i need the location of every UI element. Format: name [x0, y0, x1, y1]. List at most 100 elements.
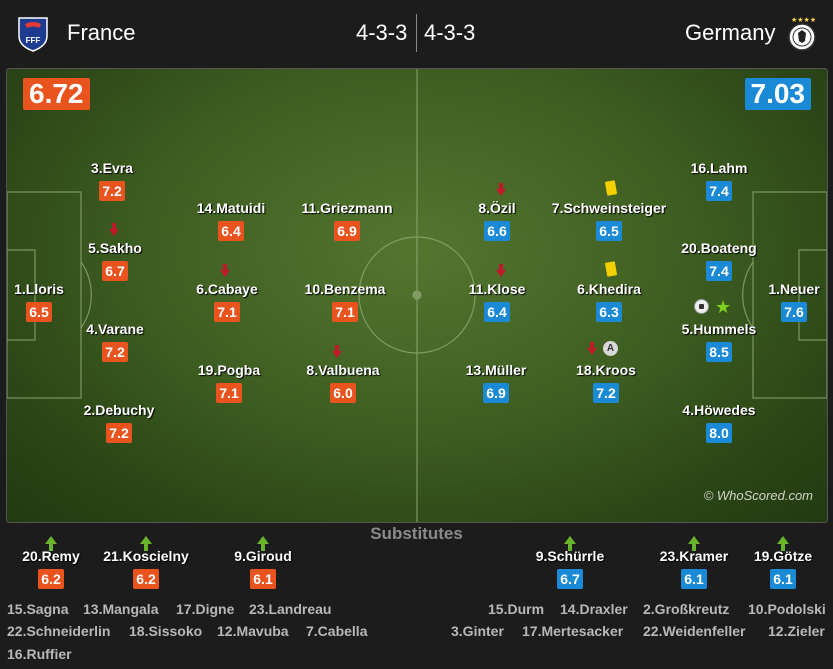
- player-rating: 6.2: [38, 569, 64, 589]
- subbed-on-icon: [76, 531, 216, 551]
- cabaye-icons: [217, 262, 233, 278]
- player-cabaye[interactable]: 6.Cabaye 7.1: [147, 281, 307, 322]
- player-boateng[interactable]: 20.Boateng 7.4: [639, 240, 799, 281]
- home-formation: 4-3-3: [356, 20, 408, 45]
- player-name: 20.Boateng: [681, 240, 757, 256]
- player-benzema[interactable]: 10.Benzema 7.1: [265, 281, 425, 322]
- sub-remy[interactable]: 20.Remy 6.2: [0, 531, 121, 589]
- svg-text:★★★★: ★★★★: [791, 16, 816, 24]
- player-rating: 7.1: [216, 383, 242, 403]
- player-neuer[interactable]: 1.Neuer 7.6: [714, 281, 827, 322]
- player-ozil[interactable]: 8.Özil 6.6: [417, 200, 577, 241]
- player-pogba[interactable]: 19.Pogba 7.1: [149, 362, 309, 403]
- player-rating: 7.2: [99, 181, 125, 201]
- bench-player[interactable]: 12.Zieler: [768, 623, 825, 639]
- subbed-on-icon: [193, 531, 333, 551]
- player-kroos[interactable]: 18.Kroos 7.2: [526, 362, 686, 403]
- sub-kramer[interactable]: 23.Kramer 6.1: [624, 531, 764, 589]
- player-name: 5.Sakho: [88, 240, 142, 256]
- player-rating: 6.0: [330, 383, 356, 403]
- sakho-icons: [106, 221, 122, 237]
- player-valbuena[interactable]: 8.Valbuena 6.0: [263, 362, 423, 403]
- player-matuidi[interactable]: 14.Matuidi 6.4: [151, 200, 311, 241]
- bench-player[interactable]: 17.Digne: [176, 601, 235, 617]
- player-varane[interactable]: 4.Varane 7.2: [35, 321, 195, 362]
- player-name: 11.Griezmann: [301, 200, 393, 216]
- fff-crest-icon: FFF: [15, 14, 51, 52]
- player-name: 6.Cabaye: [196, 281, 258, 297]
- bench-player[interactable]: 22.Schneiderlin: [7, 623, 111, 639]
- player-lahm[interactable]: 16.Lahm 7.4: [639, 160, 799, 201]
- sub-schurrle[interactable]: 9.Schürrle 6.7: [500, 531, 640, 589]
- bench-player[interactable]: 2.Großkreutz: [643, 601, 730, 617]
- player-schweinsteiger[interactable]: 7.Schweinsteiger 6.5: [529, 200, 689, 241]
- player-rating: 6.7: [557, 569, 583, 589]
- valbuena-icons: [329, 343, 345, 359]
- bench-player[interactable]: 3.Ginter: [451, 623, 504, 639]
- svg-text:FFF: FFF: [26, 36, 41, 45]
- player-klose[interactable]: 11.Klose 6.4: [417, 281, 577, 322]
- bench-player[interactable]: 23.Landreau: [249, 601, 332, 617]
- away-team-rating: 7.03: [744, 78, 811, 110]
- player-name: 6.Khedira: [577, 281, 641, 297]
- bench-player[interactable]: 17.Mertesacker: [522, 623, 624, 639]
- player-rating: 6.1: [770, 569, 796, 589]
- player-name: 13.Müller: [465, 362, 527, 378]
- schweinsteiger-icons: [603, 179, 619, 196]
- subbed-off-icon: [496, 183, 506, 197]
- player-name: 3.Evra: [90, 160, 134, 176]
- yellow-card-icon: [604, 180, 618, 196]
- player-muller[interactable]: 13.Müller 6.9: [416, 362, 576, 403]
- bench-player[interactable]: 15.Sagna: [7, 601, 69, 617]
- away-team-name[interactable]: Germany: [685, 20, 776, 45]
- sub-giroud[interactable]: 9.Giroud 6.1: [193, 531, 333, 589]
- bench-player[interactable]: 16.Ruffier: [7, 646, 72, 662]
- subbed-on-icon: [0, 531, 121, 551]
- khedira-icons: [603, 260, 619, 277]
- player-rating: 8.5: [706, 342, 732, 362]
- player-name: 2.Debuchy: [83, 402, 155, 418]
- player-name: 10.Benzema: [304, 281, 386, 297]
- player-griezmann[interactable]: 11.Griezmann 6.9: [267, 200, 427, 241]
- bench-player[interactable]: 10.Podolski: [748, 601, 826, 617]
- player-name: 4.Höwedes: [682, 402, 756, 418]
- player-debuchy[interactable]: 2.Debuchy 7.2: [39, 402, 199, 443]
- player-name: 19.Götze: [753, 548, 813, 564]
- player-lloris[interactable]: 1.Lloris 6.5: [7, 281, 119, 322]
- bench-player[interactable]: 12.Mavuba: [217, 623, 289, 639]
- player-rating: 6.4: [484, 302, 510, 322]
- bench-player[interactable]: 13.Mangala: [83, 601, 159, 617]
- player-name: 16.Lahm: [690, 160, 748, 176]
- player-name: 8.Özil: [478, 200, 516, 216]
- player-hummels[interactable]: 5.Hummels 8.5: [639, 321, 799, 362]
- player-sakho[interactable]: 5.Sakho 6.7: [35, 240, 195, 281]
- bench-player[interactable]: 7.Cabella: [306, 623, 368, 639]
- player-rating: 6.1: [681, 569, 707, 589]
- bench-player[interactable]: 15.Durm: [488, 601, 545, 617]
- sub-koscielny[interactable]: 21.Koscielny 6.2: [76, 531, 216, 589]
- subbed-off-icon: [496, 264, 506, 278]
- player-name: 23.Kramer: [659, 548, 729, 564]
- player-evra[interactable]: 3.Evra 7.2: [32, 160, 192, 201]
- player-name: 8.Valbuena: [306, 362, 380, 378]
- away-formation: 4-3-3: [424, 20, 476, 45]
- player-rating: 7.2: [593, 383, 619, 403]
- bench-player[interactable]: 14.Draxler: [560, 601, 628, 617]
- player-rating: 7.4: [706, 261, 732, 281]
- goal-ball-icon: [694, 299, 709, 315]
- bench-player[interactable]: 22.Weidenfeller: [643, 623, 746, 639]
- bench-player[interactable]: 18.Sissoko: [129, 623, 203, 639]
- player-rating: 6.9: [334, 221, 360, 241]
- yellow-card-icon: [604, 261, 618, 277]
- player-name: 7.Schweinsteiger: [551, 200, 667, 216]
- pitch-markings: [7, 69, 827, 522]
- substitutes-title: Substitutes: [370, 524, 463, 543]
- player-name: 1.Neuer: [768, 281, 820, 297]
- home-team-name[interactable]: France: [67, 20, 136, 45]
- kroos-icons: A: [584, 340, 621, 357]
- player-name: 18.Kroos: [576, 362, 636, 378]
- sub-gotze[interactable]: 19.Götze 6.1: [713, 531, 833, 589]
- player-khedira[interactable]: 6.Khedira 6.3: [529, 281, 689, 322]
- player-howedes[interactable]: 4.Höwedes 8.0: [639, 402, 799, 443]
- player-rating: 6.4: [218, 221, 244, 241]
